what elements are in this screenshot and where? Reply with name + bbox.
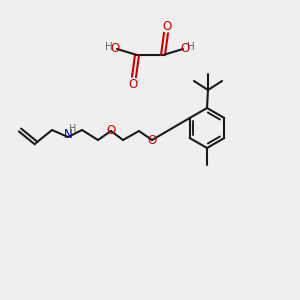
Text: H: H bbox=[69, 124, 77, 134]
Text: O: O bbox=[110, 43, 120, 56]
Text: H: H bbox=[105, 42, 113, 52]
Text: O: O bbox=[128, 77, 138, 91]
Text: N: N bbox=[64, 128, 72, 142]
Text: H: H bbox=[187, 42, 195, 52]
Text: O: O bbox=[147, 134, 157, 146]
Text: O: O bbox=[180, 43, 190, 56]
Text: O: O bbox=[106, 124, 116, 137]
Text: O: O bbox=[162, 20, 172, 32]
